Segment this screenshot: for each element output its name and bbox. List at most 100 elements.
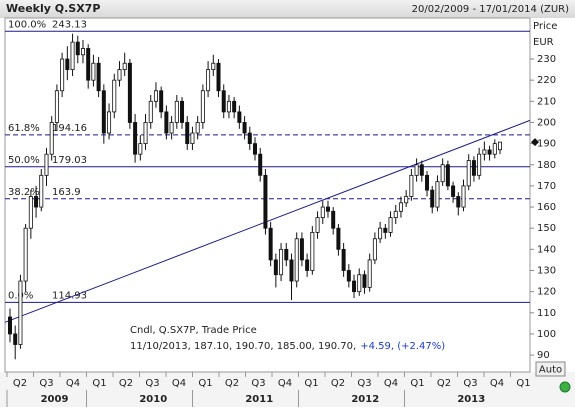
candle-body [237, 111, 242, 123]
candle-body [497, 141, 502, 151]
candle [164, 105, 169, 140]
candle [117, 61, 122, 87]
candle-body [34, 196, 39, 208]
x-year-label: 2013 [457, 394, 485, 405]
x-tick-label: Q3 [357, 378, 371, 389]
y-tick-label: 230 [537, 54, 556, 65]
candle-body [331, 210, 336, 229]
fib-percent: 50.0% [8, 155, 40, 166]
candle [445, 160, 450, 191]
annotation-change: +4.59, (+2.47%) [360, 341, 445, 352]
candle-body [143, 122, 148, 145]
candle [75, 35, 80, 64]
fib-value: 179.03 [52, 155, 87, 166]
y-tick-label: 140 [537, 244, 556, 255]
x-tick-label: Q1 [92, 378, 106, 389]
candle [273, 253, 278, 288]
candle-body [289, 259, 294, 282]
candle [362, 270, 367, 294]
candle-body [148, 100, 153, 123]
candle-body [456, 196, 461, 208]
candle [195, 116, 200, 140]
candle-body [211, 62, 216, 70]
auto-button-label: Auto [539, 365, 562, 376]
candle-body [96, 62, 101, 92]
candle [122, 52, 127, 76]
x-tick-label: Q3 [463, 378, 477, 389]
candle [477, 147, 482, 180]
fib-value: 114.93 [52, 290, 87, 301]
candle-body [440, 164, 445, 183]
candle [284, 243, 289, 267]
candle [435, 175, 440, 212]
candle [153, 82, 158, 108]
candle-body [383, 227, 388, 233]
candle-body [435, 181, 440, 208]
status-icon[interactable] [559, 381, 571, 393]
annotation-line2: 11/10/2013, 187.10, 190.70, 185.00, 190.… [130, 341, 445, 352]
candle [138, 135, 143, 161]
candle-body [190, 132, 195, 145]
fib-percent: 100.0% [8, 19, 46, 30]
candle [39, 168, 44, 212]
candle [279, 243, 284, 282]
candle-body [80, 48, 85, 56]
candle [18, 274, 23, 349]
candle-body [216, 62, 221, 92]
candle [237, 105, 242, 129]
candle-body [425, 174, 430, 191]
candle-body [445, 164, 450, 187]
candle [456, 192, 461, 216]
candle [367, 253, 372, 292]
x-year-label: 2010 [139, 394, 167, 405]
candle [461, 179, 466, 212]
candle [346, 264, 351, 288]
y-tick-label: 190 [537, 139, 556, 150]
candle-body [247, 132, 252, 145]
chart-title: Weekly Q.SX7P [6, 2, 100, 15]
candle [169, 116, 174, 140]
x-tick-label: Q2 [13, 378, 27, 389]
annotation-line1: Cndl, Q.SX7P, Trade Price [130, 325, 257, 336]
annotation-values: 11/10/2013, 187.10, 190.70, 185.00, 190.… [130, 341, 356, 352]
y-tick-label: 170 [537, 181, 556, 192]
candle [221, 84, 226, 119]
candle [70, 33, 75, 76]
candle-body [310, 232, 315, 271]
candle [357, 268, 362, 296]
x-tick-label: Q3 [251, 378, 265, 389]
candle [325, 200, 330, 218]
candle-body [451, 185, 456, 197]
candle [127, 59, 132, 129]
candle [159, 86, 164, 119]
candle [372, 232, 377, 265]
y-tick-label: 90 [537, 350, 550, 361]
candle-body [466, 160, 471, 187]
candle-body [138, 143, 143, 155]
candle-body [482, 149, 487, 155]
candle [331, 207, 336, 235]
candle [398, 196, 403, 218]
candle-body [49, 122, 54, 155]
candle-body [299, 238, 304, 261]
auto-button[interactable] [535, 361, 566, 377]
candle-body [325, 206, 330, 212]
x-tick-label: Q4 [384, 378, 398, 389]
candle-body [195, 122, 200, 134]
candle-body [180, 100, 185, 123]
candle-body [357, 274, 362, 293]
candle-body [352, 280, 357, 293]
x-tick-label: Q2 [225, 378, 239, 389]
candle [190, 126, 195, 150]
candle-body [305, 259, 310, 271]
y-axis-unit: EUR [533, 37, 554, 48]
candle [305, 253, 310, 277]
x-axis-band [0, 372, 575, 407]
candle-body [7, 316, 12, 335]
candle-body [461, 185, 466, 208]
candle-body [388, 217, 393, 233]
candle-body [372, 238, 377, 261]
candle [101, 84, 106, 144]
candle [34, 185, 39, 218]
fib-value: 243.13 [52, 19, 87, 30]
